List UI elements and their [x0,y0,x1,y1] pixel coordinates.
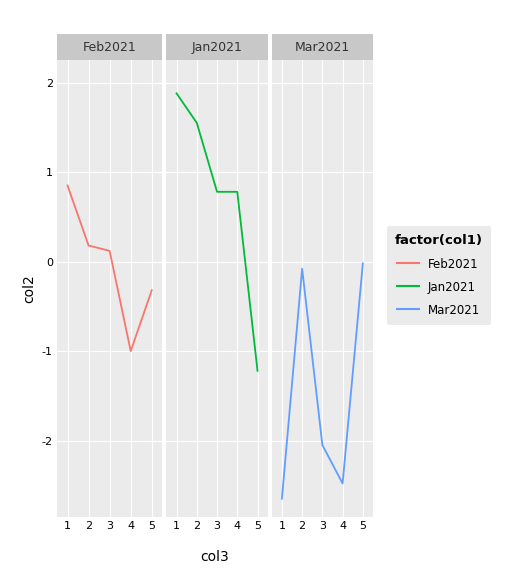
Y-axis label: col2: col2 [22,274,36,303]
Text: Jan2021: Jan2021 [192,41,242,54]
Legend: Feb2021, Jan2021, Mar2021: Feb2021, Jan2021, Mar2021 [386,226,491,325]
Text: col3: col3 [200,550,229,564]
Text: Mar2021: Mar2021 [295,41,350,54]
Text: Feb2021: Feb2021 [83,41,137,54]
